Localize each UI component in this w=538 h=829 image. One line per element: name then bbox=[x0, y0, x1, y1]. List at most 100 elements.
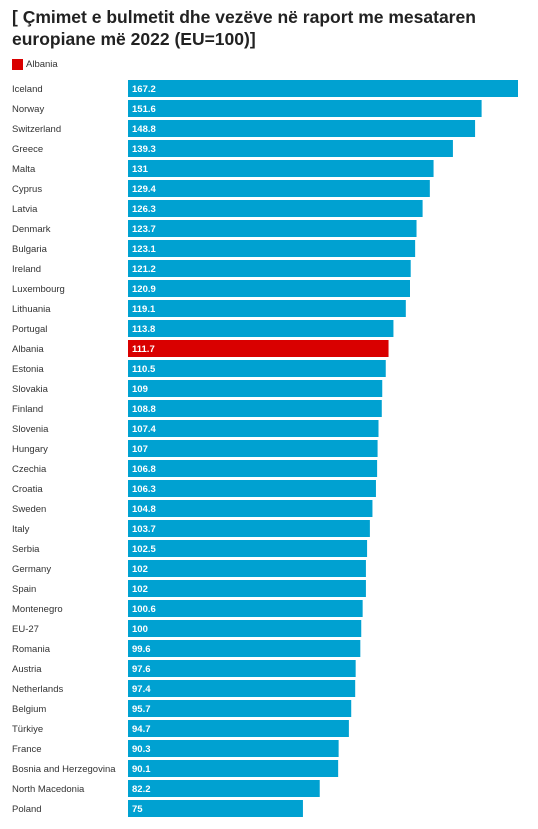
value-label-ireland: 121.2 bbox=[132, 264, 156, 275]
bar-montenegro bbox=[128, 600, 363, 617]
category-label-estonia: Estonia bbox=[12, 364, 44, 375]
bar-estonia bbox=[128, 360, 386, 377]
bar-denmark bbox=[128, 220, 417, 237]
value-label-netherlands: 97.4 bbox=[132, 684, 151, 695]
bar-finland bbox=[128, 400, 382, 417]
chart-title: [ Çmimet e bulmetit dhe vezëve në raport… bbox=[12, 7, 476, 49]
value-label-luxembourg: 120.9 bbox=[132, 284, 156, 295]
bar-france bbox=[128, 740, 339, 757]
category-label-poland: Poland bbox=[12, 804, 42, 815]
category-label-montenegro: Montenegro bbox=[12, 604, 63, 615]
category-label-latvia: Latvia bbox=[12, 204, 38, 215]
category-label-norway: Norway bbox=[12, 104, 44, 115]
category-label-eu-27: EU-27 bbox=[12, 624, 39, 635]
category-label-italy: Italy bbox=[12, 524, 30, 535]
category-label-romania: Romania bbox=[12, 644, 51, 655]
value-label-norway: 151.6 bbox=[132, 104, 156, 115]
category-label-belgium: Belgium bbox=[12, 704, 46, 715]
bar-north-macedonia bbox=[128, 780, 320, 797]
bar-germany bbox=[128, 560, 366, 577]
value-label-slovenia: 107.4 bbox=[132, 424, 156, 435]
category-label-greece: Greece bbox=[12, 144, 43, 155]
value-label-italy: 103.7 bbox=[132, 524, 156, 535]
bar-chart: Iceland 167.2 Norway 151.6 Switzerland 148.8 G… bbox=[12, 80, 518, 817]
bar-luxembourg bbox=[128, 280, 410, 297]
value-label-czechia: 106.8 bbox=[132, 464, 156, 475]
category-label-denmark: Denmark bbox=[12, 224, 51, 235]
value-label-serbia: 102.5 bbox=[132, 544, 156, 555]
value-label-lithuania: 119.1 bbox=[132, 304, 156, 315]
category-label-malta: Malta bbox=[12, 164, 36, 175]
category-label-austria: Austria bbox=[12, 664, 42, 675]
value-label-t-rkiye: 94.7 bbox=[132, 724, 151, 735]
bar-hungary bbox=[128, 440, 378, 457]
bar-malta bbox=[128, 160, 434, 177]
category-label-spain: Spain bbox=[12, 584, 36, 595]
value-label-north-macedonia: 82.2 bbox=[132, 784, 151, 795]
bar-ireland bbox=[128, 260, 411, 277]
value-label-poland: 75 bbox=[132, 804, 143, 815]
value-label-germany: 102 bbox=[132, 564, 148, 575]
bar-poland bbox=[128, 800, 303, 817]
bar-czechia bbox=[128, 460, 378, 477]
bar-eu-27 bbox=[128, 620, 362, 637]
category-label-bosnia-and-herzegovina: Bosnia and Herzegovina bbox=[12, 764, 116, 775]
category-label-serbia: Serbia bbox=[12, 544, 40, 555]
category-label-albania: Albania bbox=[12, 344, 44, 355]
category-label-lithuania: Lithuania bbox=[12, 304, 51, 315]
category-label-north-macedonia: North Macedonia bbox=[12, 784, 85, 795]
value-label-bulgaria: 123.1 bbox=[132, 244, 156, 255]
bar-lithuania bbox=[128, 300, 406, 317]
bar-spain bbox=[128, 580, 366, 597]
bar-netherlands bbox=[128, 680, 356, 697]
bar-belgium bbox=[128, 700, 352, 717]
value-label-belgium: 95.7 bbox=[132, 704, 151, 715]
value-label-sweden: 104.8 bbox=[132, 504, 156, 515]
bar-croatia bbox=[128, 480, 376, 497]
value-label-montenegro: 100.6 bbox=[132, 604, 156, 615]
bar-austria bbox=[128, 660, 356, 677]
category-label-germany: Germany bbox=[12, 564, 51, 575]
value-label-albania: 111.7 bbox=[132, 344, 155, 355]
category-label-finland: Finland bbox=[12, 404, 43, 415]
category-label-slovakia: Slovakia bbox=[12, 384, 49, 395]
legend-label: Albania bbox=[26, 58, 58, 70]
bar-albania bbox=[128, 340, 389, 357]
bar-norway bbox=[128, 100, 482, 117]
value-label-estonia: 110.5 bbox=[132, 364, 156, 375]
category-label-bulgaria: Bulgaria bbox=[12, 244, 48, 255]
value-label-hungary: 107 bbox=[132, 444, 148, 455]
category-label-slovenia: Slovenia bbox=[12, 424, 49, 435]
category-label-portugal: Portugal bbox=[12, 324, 47, 335]
value-label-portugal: 113.8 bbox=[132, 324, 155, 335]
value-label-spain: 102 bbox=[132, 584, 148, 595]
value-label-croatia: 106.3 bbox=[132, 484, 156, 495]
category-label-switzerland: Switzerland bbox=[12, 124, 61, 135]
category-label-czechia: Czechia bbox=[12, 464, 47, 475]
bar-t-rkiye bbox=[128, 720, 349, 737]
value-label-malta: 131 bbox=[132, 164, 149, 175]
value-label-switzerland: 148.8 bbox=[132, 124, 156, 135]
category-label-hungary: Hungary bbox=[12, 444, 48, 455]
bar-portugal bbox=[128, 320, 394, 337]
bar-latvia bbox=[128, 200, 423, 217]
bar-italy bbox=[128, 520, 370, 537]
category-label-croatia: Croatia bbox=[12, 484, 43, 495]
value-label-romania: 99.6 bbox=[132, 644, 151, 655]
category-label-t-rkiye: Türkiye bbox=[12, 724, 43, 735]
value-label-finland: 108.8 bbox=[132, 404, 156, 415]
category-label-ireland: Ireland bbox=[12, 264, 41, 275]
bar-bosnia-and-herzegovina bbox=[128, 760, 339, 777]
value-label-france: 90.3 bbox=[132, 744, 151, 755]
bar-switzerland bbox=[128, 120, 476, 137]
category-label-france: France bbox=[12, 744, 42, 755]
value-label-bosnia-and-herzegovina: 90.1 bbox=[132, 764, 151, 775]
value-label-latvia: 126.3 bbox=[132, 204, 156, 215]
bar-bulgaria bbox=[128, 240, 416, 257]
bar-romania bbox=[128, 640, 361, 657]
bar-slovakia bbox=[128, 380, 383, 397]
category-label-sweden: Sweden bbox=[12, 504, 46, 515]
value-label-austria: 97.6 bbox=[132, 664, 151, 675]
bar-cyprus bbox=[128, 180, 430, 197]
value-label-denmark: 123.7 bbox=[132, 224, 156, 235]
